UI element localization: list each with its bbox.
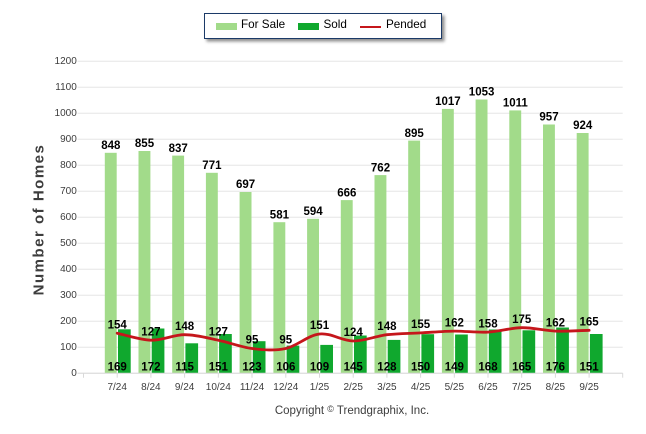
svg-text:771: 771 xyxy=(202,160,222,172)
svg-text:10/24: 10/24 xyxy=(206,382,231,393)
svg-text:151: 151 xyxy=(310,320,330,332)
svg-text:957: 957 xyxy=(539,112,558,124)
svg-text:124: 124 xyxy=(344,327,364,339)
svg-text:895: 895 xyxy=(405,128,425,140)
svg-text:697: 697 xyxy=(236,179,255,191)
svg-text:109: 109 xyxy=(310,361,329,373)
svg-text:4/25: 4/25 xyxy=(411,382,431,393)
svg-text:151: 151 xyxy=(209,361,229,373)
svg-text:148: 148 xyxy=(377,321,397,333)
svg-text:127: 127 xyxy=(209,326,228,338)
svg-text:106: 106 xyxy=(276,361,295,373)
svg-text:837: 837 xyxy=(169,143,188,155)
svg-text:1053: 1053 xyxy=(469,87,495,99)
svg-text:100: 100 xyxy=(60,342,77,353)
svg-text:127: 127 xyxy=(141,326,160,338)
svg-text:1100: 1100 xyxy=(55,82,77,93)
svg-text:7/25: 7/25 xyxy=(512,382,532,393)
svg-text:700: 700 xyxy=(60,186,77,197)
svg-text:154: 154 xyxy=(108,319,128,331)
svg-text:400: 400 xyxy=(60,264,77,275)
svg-text:8/24: 8/24 xyxy=(141,382,161,393)
svg-text:8/25: 8/25 xyxy=(546,382,566,393)
svg-text:176: 176 xyxy=(546,361,565,373)
svg-text:1000: 1000 xyxy=(55,108,78,119)
svg-text:165: 165 xyxy=(512,361,532,373)
svg-text:200: 200 xyxy=(60,316,77,327)
svg-text:95: 95 xyxy=(246,335,259,347)
svg-text:123: 123 xyxy=(242,361,261,373)
svg-text:848: 848 xyxy=(101,140,121,152)
svg-text:175: 175 xyxy=(512,314,532,326)
svg-text:150: 150 xyxy=(411,361,430,373)
svg-text:762: 762 xyxy=(371,162,390,174)
svg-text:581: 581 xyxy=(270,209,290,221)
svg-text:155: 155 xyxy=(411,319,431,331)
svg-text:149: 149 xyxy=(445,361,464,373)
svg-text:0: 0 xyxy=(71,368,77,379)
svg-text:162: 162 xyxy=(546,317,565,329)
svg-text:12/24: 12/24 xyxy=(273,382,298,393)
svg-text:5/25: 5/25 xyxy=(445,382,465,393)
svg-text:3/25: 3/25 xyxy=(377,382,397,393)
svg-text:95: 95 xyxy=(279,335,292,347)
svg-text:162: 162 xyxy=(445,317,464,329)
svg-text:148: 148 xyxy=(175,321,195,333)
svg-text:172: 172 xyxy=(141,361,160,373)
svg-text:9/25: 9/25 xyxy=(579,382,599,393)
svg-text:924: 924 xyxy=(573,120,593,132)
svg-text:165: 165 xyxy=(580,317,600,329)
svg-text:594: 594 xyxy=(304,206,324,218)
svg-text:7/24: 7/24 xyxy=(107,382,127,393)
svg-text:158: 158 xyxy=(478,318,498,330)
svg-text:1200: 1200 xyxy=(55,56,78,67)
svg-text:1/25: 1/25 xyxy=(310,382,330,393)
svg-text:115: 115 xyxy=(175,361,194,373)
svg-text:151: 151 xyxy=(580,361,600,373)
svg-text:666: 666 xyxy=(337,187,356,199)
svg-text:128: 128 xyxy=(377,361,397,373)
svg-text:800: 800 xyxy=(60,160,77,171)
svg-text:600: 600 xyxy=(60,212,77,223)
svg-text:1017: 1017 xyxy=(435,96,461,108)
svg-text:9/24: 9/24 xyxy=(175,382,195,393)
svg-text:168: 168 xyxy=(478,361,498,373)
svg-text:1011: 1011 xyxy=(503,98,529,110)
svg-text:6/25: 6/25 xyxy=(478,382,498,393)
svg-text:145: 145 xyxy=(344,361,364,373)
svg-text:855: 855 xyxy=(135,138,155,150)
svg-text:169: 169 xyxy=(108,361,127,373)
svg-text:2/25: 2/25 xyxy=(343,382,363,393)
svg-text:500: 500 xyxy=(60,238,77,249)
svg-text:900: 900 xyxy=(60,134,77,145)
svg-text:11/24: 11/24 xyxy=(240,382,265,393)
svg-text:300: 300 xyxy=(60,290,77,301)
